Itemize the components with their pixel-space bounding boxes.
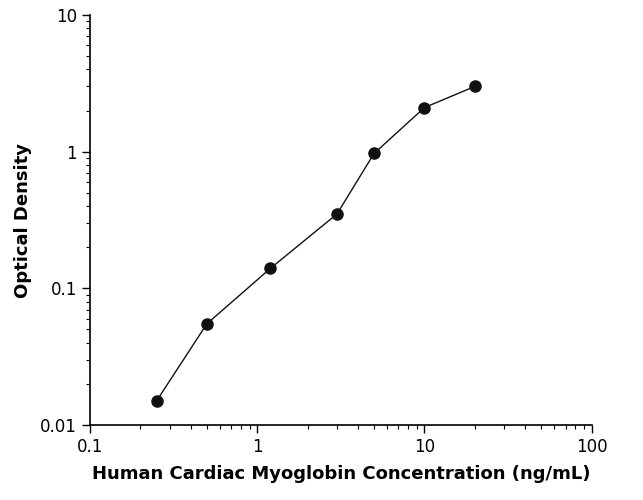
X-axis label: Human Cardiac Myoglobin Concentration (ng/mL): Human Cardiac Myoglobin Concentration (n… [91,464,590,482]
Y-axis label: Optical Density: Optical Density [14,142,32,298]
